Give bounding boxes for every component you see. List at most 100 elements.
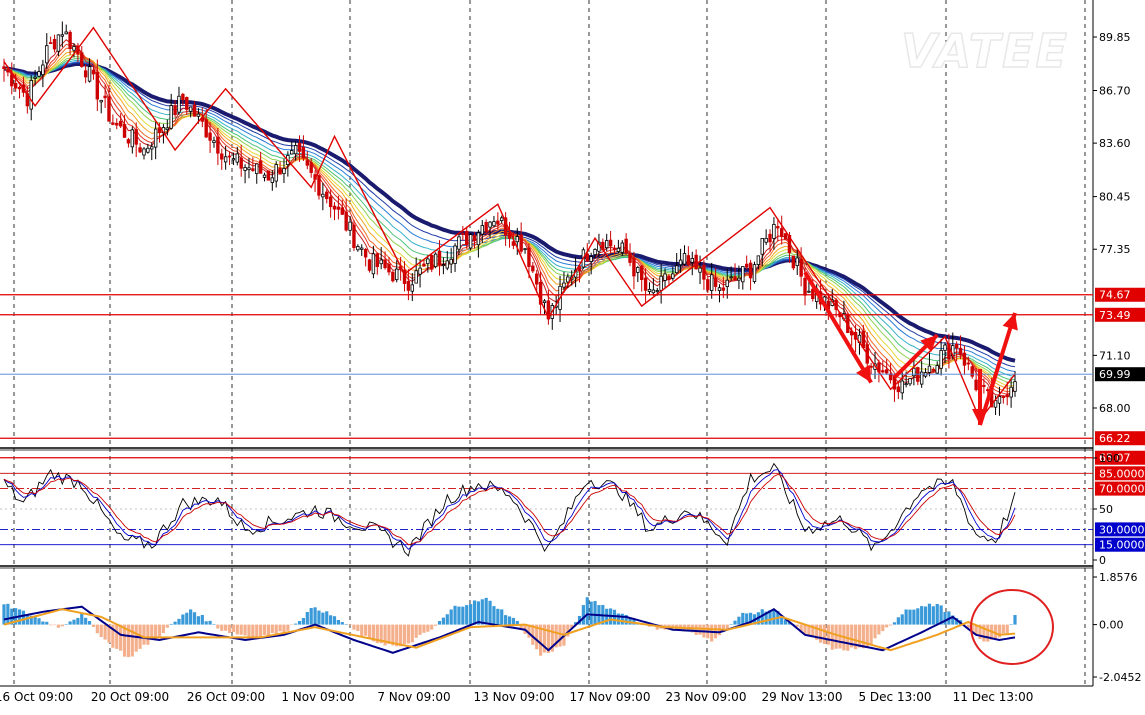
x-tick-label: 26 Oct 09:00 <box>187 690 265 704</box>
macd-histogram-bar <box>68 621 72 625</box>
candle-body <box>223 156 228 163</box>
macd-histogram-bar <box>896 617 900 625</box>
oscillator-level-label-bg <box>1095 481 1145 496</box>
candle-body <box>185 96 189 110</box>
macd-histogram-bar <box>224 624 228 631</box>
macd-histogram-bar <box>1009 624 1013 625</box>
candle-body <box>791 255 796 269</box>
candle-body <box>95 72 100 100</box>
candle-body <box>706 279 710 291</box>
candle-body <box>690 258 694 263</box>
macd-histogram-bar <box>146 624 150 645</box>
candle-body <box>807 290 811 293</box>
candle-body <box>776 226 780 229</box>
macd-histogram-bar <box>834 624 838 649</box>
y-tick-label: 83.60 <box>1099 137 1131 150</box>
candle-body <box>737 277 741 281</box>
macd-histogram-bar <box>177 618 181 625</box>
macd-histogram-bar <box>41 621 45 625</box>
candle-body <box>414 270 418 284</box>
macd-signal-line <box>3 608 1016 652</box>
macd-histogram-bar <box>931 606 935 625</box>
macd-tick-label: -2.0452 <box>1099 671 1141 684</box>
candle-body <box>418 267 422 275</box>
candle-body <box>717 287 722 292</box>
macd-histogram-bar <box>231 624 236 633</box>
candle-body <box>1001 396 1006 398</box>
macd-histogram-bar <box>383 624 387 646</box>
candle-body <box>500 217 504 221</box>
candle-body <box>321 193 325 198</box>
oscillator-line <box>3 462 1016 557</box>
overlay-layer <box>0 26 1093 459</box>
candle-body <box>83 70 88 78</box>
macd-histogram-bar <box>391 624 395 646</box>
candle-body <box>48 42 53 45</box>
candle-body <box>336 206 341 210</box>
candle-body <box>29 79 33 110</box>
macd-histogram-bar <box>282 624 286 634</box>
macd-histogram-bar <box>768 610 772 625</box>
macd-histogram-bar <box>912 609 916 625</box>
candle-body <box>356 246 360 251</box>
oscillator-panel <box>0 462 1093 557</box>
candle-body <box>624 238 628 254</box>
highlight-circle <box>970 589 1054 665</box>
candle-body <box>779 228 784 237</box>
candle-body <box>484 221 488 232</box>
level-label-bg <box>1095 450 1145 465</box>
candle-body <box>453 245 457 264</box>
candle-body <box>111 122 115 125</box>
macd-histogram-bar <box>974 624 978 635</box>
y-tick-label: 80.45 <box>1099 191 1131 204</box>
candle-body <box>216 136 220 154</box>
candle-body <box>107 96 111 122</box>
candle-body <box>772 224 776 239</box>
candle-body <box>2 66 6 70</box>
candle-body <box>713 277 718 287</box>
macd-histogram-bar <box>426 624 430 632</box>
candle-body <box>943 344 947 351</box>
candle-body <box>255 163 259 175</box>
candle-body <box>169 105 173 129</box>
macd-histogram-bar <box>286 624 290 631</box>
macd-histogram-bar <box>157 624 162 637</box>
macd-histogram-bar <box>185 612 189 625</box>
macd-histogram-bar <box>589 601 593 625</box>
candle-body <box>935 365 939 374</box>
macd-histogram-bar <box>997 624 1002 638</box>
candle-body <box>787 234 792 254</box>
candle-body <box>150 146 154 150</box>
macd-histogram-bar <box>325 611 329 625</box>
macd-histogram-bar <box>150 624 154 641</box>
level-label: 73.49 <box>1099 309 1131 322</box>
macd-histogram-bar <box>507 616 512 625</box>
macd-histogram-bar <box>861 624 865 649</box>
macd-histogram-bar <box>733 620 737 625</box>
candle-body <box>208 132 212 141</box>
candle-body <box>200 117 205 122</box>
candle-body <box>1009 386 1013 398</box>
macd-histogram-bar <box>772 609 776 625</box>
macd-histogram-bar <box>811 624 815 638</box>
macd-histogram-bar <box>262 624 267 635</box>
candle-body <box>196 113 201 117</box>
macd-histogram-bar <box>379 624 383 644</box>
candle-body <box>468 234 473 249</box>
macd-histogram-bar <box>799 624 803 633</box>
oscillator-level-label-bg <box>1095 537 1145 552</box>
macd-histogram-bar <box>515 620 519 625</box>
macd-histogram-bar <box>274 624 278 635</box>
candle-body <box>153 128 158 148</box>
candle-body <box>756 255 761 265</box>
candle-body <box>523 248 527 251</box>
macd-histogram-bar <box>340 622 344 625</box>
candle-body <box>698 267 702 273</box>
macd-histogram-bar <box>99 624 103 638</box>
macd-histogram-bar <box>496 608 500 625</box>
macd-histogram-bar <box>290 624 294 626</box>
candle-body <box>861 330 866 349</box>
macd-histogram-bar <box>278 624 282 632</box>
